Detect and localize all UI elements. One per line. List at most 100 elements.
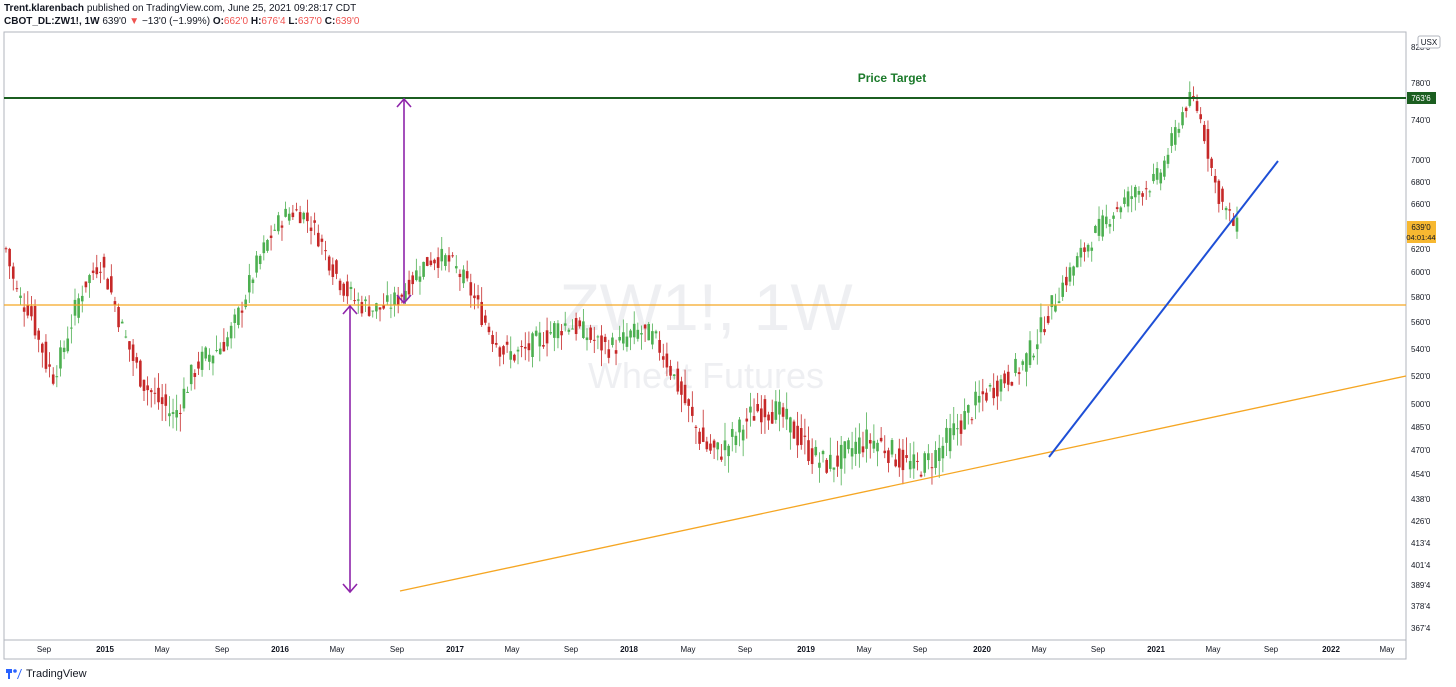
candle-body	[226, 337, 229, 347]
time-tick-label: May	[504, 645, 519, 654]
candle-body	[327, 256, 331, 271]
candle-body	[139, 360, 142, 387]
candle-body	[277, 215, 280, 232]
candle-body	[850, 448, 854, 457]
candle-body	[691, 406, 694, 416]
candle-body	[651, 331, 654, 345]
candle-body	[451, 255, 454, 257]
candle-body	[763, 399, 767, 418]
candle-body	[124, 336, 128, 338]
candle-body	[941, 445, 945, 459]
candle-body	[531, 333, 534, 358]
candle-body	[861, 446, 865, 453]
footer-brand[interactable]: TradingView	[26, 668, 87, 680]
candle-body	[785, 408, 789, 420]
candle-body	[84, 281, 88, 288]
candle-body	[741, 429, 745, 441]
candle-body	[346, 281, 349, 297]
candle-body	[701, 427, 705, 442]
high-value: 676'4	[261, 16, 286, 27]
support-trendline[interactable]	[399, 375, 1407, 592]
blue-trendline[interactable]	[1048, 160, 1279, 458]
candle-body	[1199, 114, 1202, 120]
candle-body	[433, 259, 436, 264]
candle-body	[618, 336, 621, 341]
candle-body	[306, 212, 309, 222]
low-label: L:	[288, 16, 298, 27]
candle-body	[1181, 112, 1184, 126]
candle-body	[843, 441, 847, 459]
candle-body	[796, 425, 799, 446]
time-axis[interactable]: Sep 2015 May Sep 2016 May Sep 2017 May Sep 2018 May…	[37, 645, 1395, 654]
candle-body	[774, 401, 778, 420]
candle-body	[338, 280, 342, 291]
candle-body	[836, 455, 839, 467]
candle-body	[1006, 371, 1010, 385]
candle-body	[879, 437, 883, 442]
candle-body	[560, 330, 563, 336]
candle-body	[237, 307, 240, 326]
candle-body	[364, 299, 367, 302]
time-tick-label: 2019	[797, 645, 815, 654]
candle-body	[436, 257, 440, 268]
candle-body	[171, 412, 175, 414]
candle-body	[1068, 267, 1072, 282]
candle-body	[919, 474, 923, 477]
candle-body	[200, 351, 204, 370]
time-tick-label: Sep	[913, 645, 928, 654]
candle-body	[894, 459, 897, 467]
candle-body	[77, 298, 80, 318]
candle-body	[164, 394, 168, 406]
candle-body	[698, 431, 701, 444]
candle-body	[498, 347, 502, 357]
candle-body	[985, 392, 988, 401]
candle-body	[11, 266, 15, 279]
symbol-line: CBOT_DL:ZW1!, 1W 639'0 ▼ −13'0 (−1.99%) …	[4, 15, 359, 28]
candle-body	[218, 348, 222, 355]
candle-body	[367, 306, 371, 316]
price-tick-label: 540'0	[1411, 345, 1431, 354]
price-target-label[interactable]: Price Target	[858, 71, 926, 85]
candle-body	[549, 332, 552, 334]
author-name[interactable]: Trent.klarenbach	[4, 3, 85, 14]
candle-body	[1141, 193, 1144, 197]
candle-body	[208, 354, 211, 362]
candle-body	[102, 256, 106, 268]
candle-body	[669, 365, 672, 376]
candle-body	[1028, 340, 1032, 365]
publish-line: Trent.klarenbach published on TradingVie…	[4, 2, 359, 15]
candle-body	[1152, 173, 1155, 182]
candle-body	[80, 295, 84, 302]
watermark-symbol: ZW1!, 1W	[559, 270, 853, 344]
candle-body	[520, 346, 523, 348]
candle-body	[527, 343, 531, 351]
candle-body	[603, 336, 607, 343]
candle-body	[396, 295, 400, 305]
candle-body	[287, 213, 291, 221]
candle-body	[95, 267, 99, 275]
price-axis[interactable]: 828'0780'0740'0700'0680'0660'0620'0600'0…	[1411, 43, 1431, 633]
candle-body	[1203, 124, 1206, 142]
candle-body	[429, 260, 433, 266]
candle-body	[247, 275, 251, 293]
candle-body	[858, 437, 861, 454]
candle-body	[26, 305, 30, 316]
symbol-name[interactable]: CBOT_DL:ZW1!, 1W	[4, 16, 100, 27]
currency-box[interactable]	[1417, 35, 1441, 49]
time-tick-label: May	[1205, 645, 1220, 654]
candle-body	[1217, 180, 1221, 204]
candle-body	[930, 467, 934, 469]
chart-pane[interactable]	[3, 31, 1407, 660]
candle-body	[324, 250, 327, 252]
candle-body	[1177, 128, 1181, 133]
candle-body	[316, 232, 320, 247]
close-value: 639'0	[335, 16, 360, 27]
candle-body	[1090, 247, 1094, 251]
candle-body	[222, 341, 226, 352]
candle-body	[956, 428, 959, 430]
measure-arrow-left[interactable]	[342, 304, 358, 594]
candle-body	[585, 337, 589, 341]
candle-body	[611, 337, 614, 345]
measure-arrow-right[interactable]	[396, 97, 412, 305]
